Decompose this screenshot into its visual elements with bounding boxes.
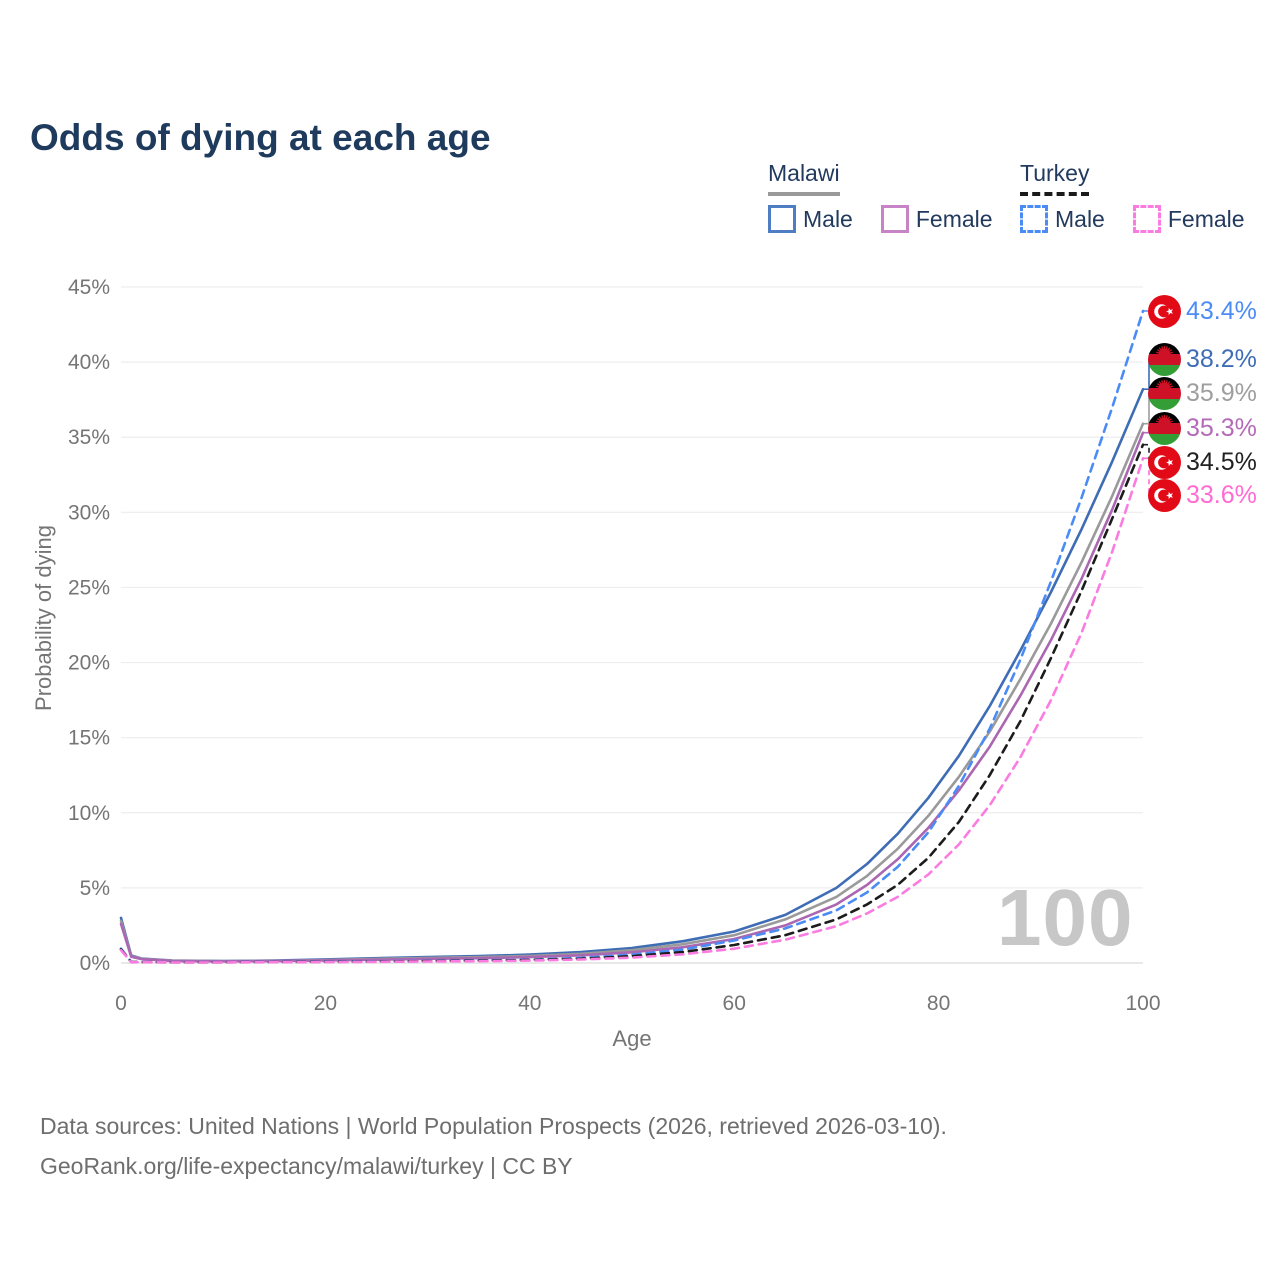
- end-label-connector: [1143, 427, 1154, 434]
- legend-group-malawi: Malawi Male Female: [768, 160, 993, 233]
- end-label-connector: [1143, 359, 1154, 390]
- y-tick-label: 30%: [68, 501, 110, 524]
- malawi-female-swatch-icon: [880, 205, 909, 233]
- x-tick-label: 0: [115, 992, 127, 1015]
- malawi-male-swatch-icon: [768, 205, 796, 233]
- chart-title: Odds of dying at each age: [30, 116, 491, 158]
- y-tick-label: 0%: [80, 952, 110, 975]
- y-tick-label: 15%: [68, 727, 110, 750]
- x-tick-label: 60: [723, 992, 746, 1015]
- legend-item-turkey-male[interactable]: Male: [1020, 205, 1105, 233]
- legend-group-turkey: Turkey Male Female: [1020, 160, 1245, 233]
- y-tick-label: 5%: [80, 877, 110, 900]
- legend-country-turkey[interactable]: Turkey: [1020, 160, 1090, 196]
- legend-items-turkey: Male Female: [1020, 205, 1245, 233]
- data-sources-note: Data sources: United Nations | World Pop…: [40, 1106, 947, 1186]
- legend-item-malawi-female[interactable]: Female: [880, 205, 993, 233]
- series-line-malawi-both-sexes: [119, 422, 1145, 963]
- legend-label-malawi-male: Male: [803, 205, 853, 232]
- legend-items-malawi: Male Female: [768, 205, 993, 233]
- legend-country-malawi[interactable]: Malawi: [768, 160, 840, 196]
- turkey-female-swatch-icon: [1132, 205, 1161, 233]
- x-tick-label: 100: [1125, 992, 1160, 1015]
- legend-item-turkey-female[interactable]: Female: [1132, 205, 1245, 233]
- legend-label-turkey-male: Male: [1055, 205, 1105, 232]
- footer-line-1: Data sources: United Nations | World Pop…: [40, 1113, 947, 1139]
- series-line-turkey-male: [119, 309, 1145, 964]
- legend-item-malawi-male[interactable]: Male: [768, 205, 853, 233]
- x-tick-label: 20: [314, 992, 337, 1015]
- x-tick-label: 80: [927, 992, 950, 1015]
- x-tick-label: 40: [518, 992, 541, 1015]
- legend-label-turkey-female: Female: [1167, 205, 1245, 232]
- y-tick-label: 40%: [68, 351, 110, 374]
- end-label-connector: [1143, 457, 1154, 497]
- end-label-connector: [1143, 392, 1154, 425]
- y-tick-label: 45%: [68, 276, 110, 299]
- x-axis-title: Age: [612, 1026, 652, 1051]
- series-line-malawi-male: [119, 387, 1145, 963]
- age-counter-watermark: 100: [997, 873, 1134, 962]
- footer-line-2: GeoRank.org/life-expectancy/malawi/turke…: [40, 1153, 573, 1179]
- legend-label-malawi-female: Female: [915, 205, 993, 232]
- y-tick-label: 35%: [68, 426, 110, 449]
- end-label-connector: [1143, 443, 1154, 463]
- y-tick-label: 10%: [68, 802, 110, 825]
- y-tick-label: 20%: [68, 652, 110, 675]
- turkey-male-swatch-icon: [1020, 205, 1048, 233]
- series-line-turkey-female: [119, 456, 1145, 964]
- y-tick-label: 25%: [68, 576, 110, 599]
